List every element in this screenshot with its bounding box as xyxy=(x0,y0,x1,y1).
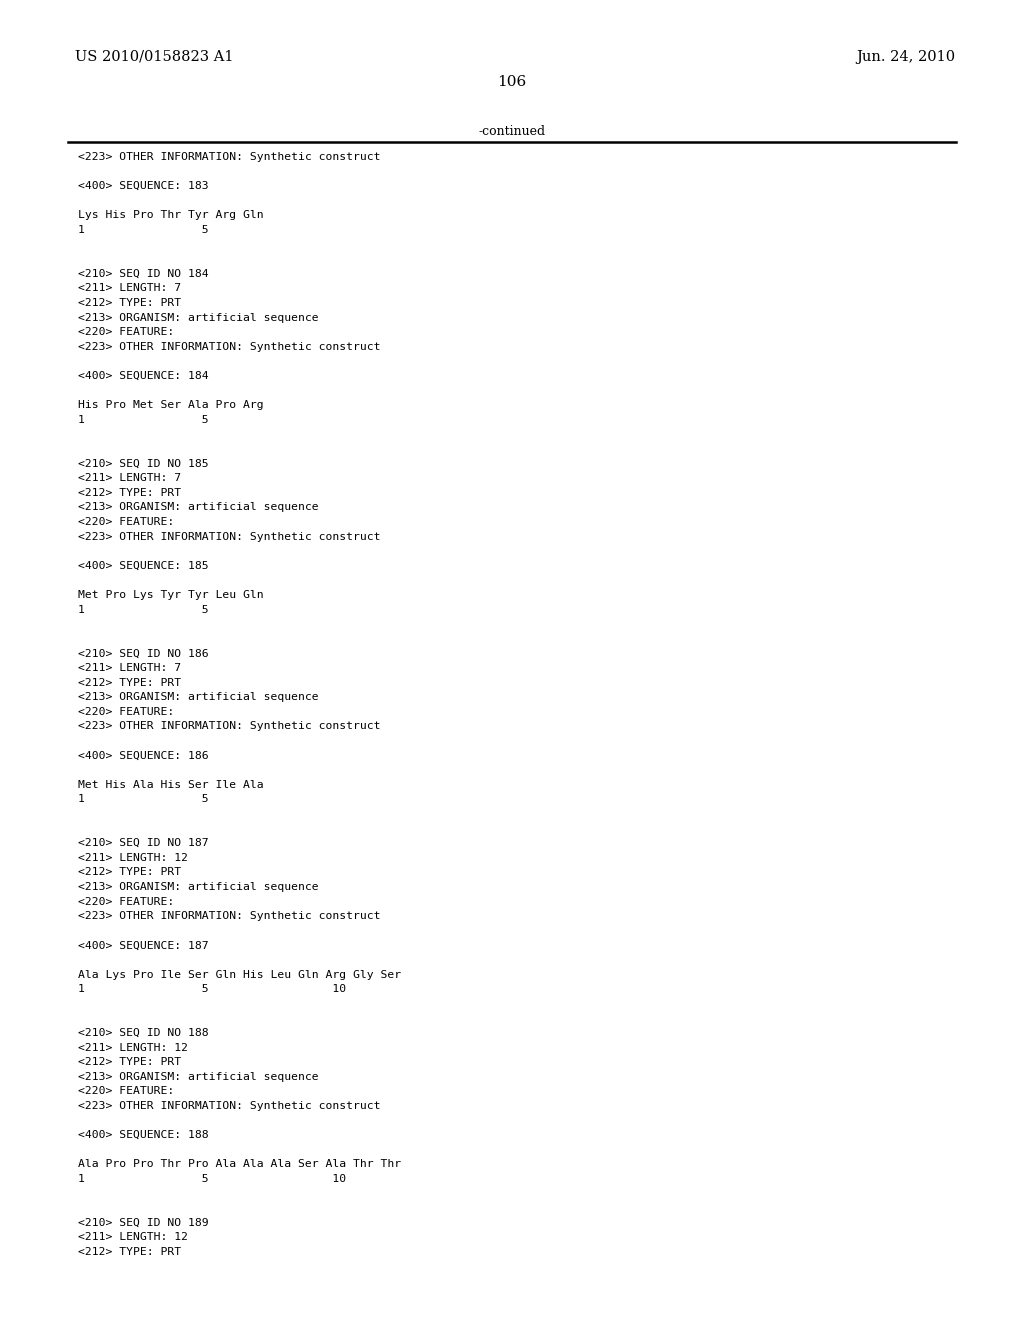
Text: <211> LENGTH: 7: <211> LENGTH: 7 xyxy=(78,473,181,483)
Text: <220> FEATURE:: <220> FEATURE: xyxy=(78,896,174,907)
Text: <211> LENGTH: 12: <211> LENGTH: 12 xyxy=(78,853,188,863)
Text: <211> LENGTH: 12: <211> LENGTH: 12 xyxy=(78,1043,188,1052)
Text: Ala Pro Pro Thr Pro Ala Ala Ala Ser Ala Thr Thr: Ala Pro Pro Thr Pro Ala Ala Ala Ser Ala … xyxy=(78,1159,401,1170)
Text: <400> SEQUENCE: 188: <400> SEQUENCE: 188 xyxy=(78,1130,209,1140)
Text: <400> SEQUENCE: 186: <400> SEQUENCE: 186 xyxy=(78,751,209,760)
Text: <213> ORGANISM: artificial sequence: <213> ORGANISM: artificial sequence xyxy=(78,1072,318,1082)
Text: -continued: -continued xyxy=(478,125,546,139)
Text: <212> TYPE: PRT: <212> TYPE: PRT xyxy=(78,488,181,498)
Text: <210> SEQ ID NO 189: <210> SEQ ID NO 189 xyxy=(78,1218,209,1228)
Text: <210> SEQ ID NO 184: <210> SEQ ID NO 184 xyxy=(78,269,209,279)
Text: <400> SEQUENCE: 185: <400> SEQUENCE: 185 xyxy=(78,561,209,570)
Text: <220> FEATURE:: <220> FEATURE: xyxy=(78,327,174,337)
Text: <223> OTHER INFORMATION: Synthetic construct: <223> OTHER INFORMATION: Synthetic const… xyxy=(78,152,381,162)
Text: 1                 5: 1 5 xyxy=(78,605,209,615)
Text: <223> OTHER INFORMATION: Synthetic construct: <223> OTHER INFORMATION: Synthetic const… xyxy=(78,722,381,731)
Text: <400> SEQUENCE: 187: <400> SEQUENCE: 187 xyxy=(78,940,209,950)
Text: 1                 5: 1 5 xyxy=(78,795,209,804)
Text: <223> OTHER INFORMATION: Synthetic construct: <223> OTHER INFORMATION: Synthetic const… xyxy=(78,911,381,921)
Text: <212> TYPE: PRT: <212> TYPE: PRT xyxy=(78,1057,181,1067)
Text: <210> SEQ ID NO 188: <210> SEQ ID NO 188 xyxy=(78,1028,209,1038)
Text: <223> OTHER INFORMATION: Synthetic construct: <223> OTHER INFORMATION: Synthetic const… xyxy=(78,342,381,352)
Text: Ala Lys Pro Ile Ser Gln His Leu Gln Arg Gly Ser: Ala Lys Pro Ile Ser Gln His Leu Gln Arg … xyxy=(78,970,401,979)
Text: <223> OTHER INFORMATION: Synthetic construct: <223> OTHER INFORMATION: Synthetic const… xyxy=(78,532,381,541)
Text: <211> LENGTH: 7: <211> LENGTH: 7 xyxy=(78,284,181,293)
Text: <213> ORGANISM: artificial sequence: <213> ORGANISM: artificial sequence xyxy=(78,882,318,892)
Text: <212> TYPE: PRT: <212> TYPE: PRT xyxy=(78,1247,181,1257)
Text: <211> LENGTH: 12: <211> LENGTH: 12 xyxy=(78,1233,188,1242)
Text: <213> ORGANISM: artificial sequence: <213> ORGANISM: artificial sequence xyxy=(78,503,318,512)
Text: <220> FEATURE:: <220> FEATURE: xyxy=(78,517,174,527)
Text: <213> ORGANISM: artificial sequence: <213> ORGANISM: artificial sequence xyxy=(78,313,318,322)
Text: <213> ORGANISM: artificial sequence: <213> ORGANISM: artificial sequence xyxy=(78,692,318,702)
Text: <212> TYPE: PRT: <212> TYPE: PRT xyxy=(78,298,181,308)
Text: Jun. 24, 2010: Jun. 24, 2010 xyxy=(856,50,955,63)
Text: Met His Ala His Ser Ile Ala: Met His Ala His Ser Ile Ala xyxy=(78,780,263,789)
Text: <400> SEQUENCE: 184: <400> SEQUENCE: 184 xyxy=(78,371,209,381)
Text: <210> SEQ ID NO 186: <210> SEQ ID NO 186 xyxy=(78,648,209,659)
Text: <211> LENGTH: 7: <211> LENGTH: 7 xyxy=(78,663,181,673)
Text: 1                 5: 1 5 xyxy=(78,414,209,425)
Text: <210> SEQ ID NO 185: <210> SEQ ID NO 185 xyxy=(78,458,209,469)
Text: Met Pro Lys Tyr Tyr Leu Gln: Met Pro Lys Tyr Tyr Leu Gln xyxy=(78,590,263,601)
Text: 1                 5                  10: 1 5 10 xyxy=(78,1173,346,1184)
Text: <212> TYPE: PRT: <212> TYPE: PRT xyxy=(78,677,181,688)
Text: <400> SEQUENCE: 183: <400> SEQUENCE: 183 xyxy=(78,181,209,191)
Text: 1                 5                  10: 1 5 10 xyxy=(78,985,346,994)
Text: <223> OTHER INFORMATION: Synthetic construct: <223> OTHER INFORMATION: Synthetic const… xyxy=(78,1101,381,1111)
Text: US 2010/0158823 A1: US 2010/0158823 A1 xyxy=(75,50,233,63)
Text: Lys His Pro Thr Tyr Arg Gln: Lys His Pro Thr Tyr Arg Gln xyxy=(78,210,263,220)
Text: His Pro Met Ser Ala Pro Arg: His Pro Met Ser Ala Pro Arg xyxy=(78,400,263,411)
Text: <220> FEATURE:: <220> FEATURE: xyxy=(78,706,174,717)
Text: 106: 106 xyxy=(498,75,526,88)
Text: 1                 5: 1 5 xyxy=(78,224,209,235)
Text: <220> FEATURE:: <220> FEATURE: xyxy=(78,1086,174,1097)
Text: <210> SEQ ID NO 187: <210> SEQ ID NO 187 xyxy=(78,838,209,849)
Text: <212> TYPE: PRT: <212> TYPE: PRT xyxy=(78,867,181,878)
